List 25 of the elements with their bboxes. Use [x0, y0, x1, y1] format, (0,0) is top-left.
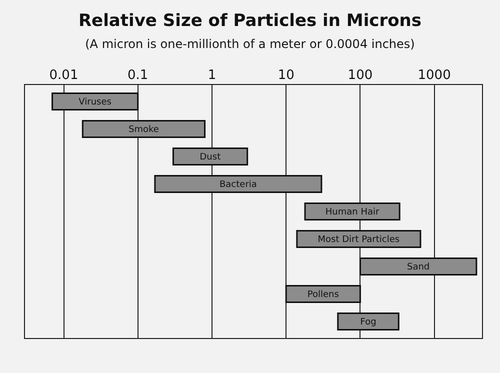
- bar: [285, 285, 361, 303]
- chart-subtitle: (A micron is one-millionth of a meter or 0.0004 inches): [85, 37, 415, 52]
- chart-title: Relative Size of Particles in Microns: [78, 11, 422, 32]
- bar: [52, 92, 139, 110]
- bar: [82, 120, 206, 138]
- x-tick-label: 100: [348, 68, 373, 83]
- x-tick-label: 1000: [418, 68, 451, 83]
- y-tick-label: Smoke: [128, 125, 160, 135]
- bar: [172, 148, 248, 166]
- bar: [359, 258, 478, 276]
- y-tick-label: Bacteria: [219, 180, 257, 190]
- x-tick-label: 0.01: [49, 68, 78, 83]
- y-tick-label: Viruses: [78, 98, 112, 108]
- x-tick-label: 10: [278, 68, 294, 83]
- bar: [337, 312, 400, 330]
- x-tick-label: 1: [208, 68, 216, 83]
- y-tick-label: Most Dirt Particles: [318, 235, 400, 245]
- y-tick-label: Sand: [406, 262, 430, 272]
- bar: [154, 175, 322, 193]
- y-tick-label: Fog: [360, 318, 376, 328]
- x-tick-label: 0.1: [128, 68, 148, 83]
- bar: [304, 202, 400, 220]
- y-tick-label: Dust: [200, 152, 222, 162]
- y-tick-label: Human Hair: [325, 208, 380, 218]
- y-tick-label: Pollens: [307, 290, 340, 300]
